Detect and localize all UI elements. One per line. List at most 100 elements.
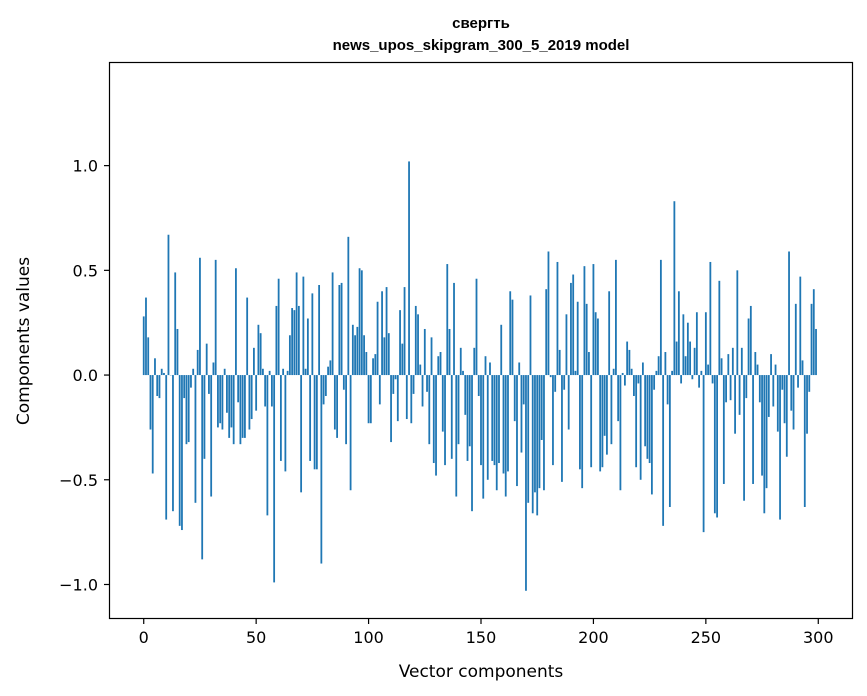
bar	[302, 276, 305, 376]
bar	[471, 375, 473, 512]
x-tick-label: 100	[353, 628, 384, 647]
bar	[558, 349, 561, 376]
bar	[662, 375, 665, 526]
bar	[563, 375, 566, 390]
bar	[235, 268, 237, 376]
bar	[311, 293, 314, 376]
bar	[205, 343, 208, 376]
bar	[226, 375, 228, 413]
bar	[401, 343, 404, 376]
bar	[576, 301, 579, 376]
bar	[160, 368, 163, 376]
bar	[192, 368, 195, 376]
bar	[545, 289, 548, 376]
bar	[367, 375, 370, 424]
bar	[363, 335, 365, 376]
bar	[304, 368, 307, 376]
bar	[601, 375, 604, 468]
bar	[677, 291, 680, 376]
bar	[498, 375, 500, 464]
bar	[772, 375, 775, 407]
bar	[237, 375, 240, 403]
bar	[486, 375, 489, 480]
bar	[145, 297, 147, 376]
bar	[430, 337, 433, 376]
bar	[228, 375, 231, 438]
bar	[797, 375, 799, 388]
bar	[277, 278, 280, 376]
bar	[142, 316, 145, 376]
bar	[349, 375, 352, 491]
bar	[232, 375, 235, 445]
bar	[403, 287, 406, 376]
bar	[421, 375, 424, 407]
bar	[680, 375, 683, 384]
bar	[743, 375, 745, 501]
chart-title: свергть	[452, 15, 510, 32]
bar	[223, 368, 226, 376]
bar	[244, 375, 246, 438]
bar	[306, 318, 309, 376]
bar	[707, 364, 709, 376]
bar	[253, 347, 255, 376]
bar	[671, 370, 674, 376]
bar	[158, 375, 161, 399]
bar	[291, 308, 294, 376]
plot-frame	[108, 61, 854, 620]
bar	[684, 356, 687, 376]
bar	[709, 261, 712, 376]
y-tick-label: −1.0	[59, 575, 98, 594]
bar	[262, 368, 264, 376]
bar	[567, 375, 570, 430]
bar	[666, 375, 669, 405]
bar	[812, 289, 815, 376]
x-tick-label: 300	[803, 628, 834, 647]
bar	[462, 370, 464, 376]
bar	[522, 375, 525, 405]
bar	[187, 375, 190, 443]
bar	[450, 375, 453, 459]
bar	[333, 375, 336, 430]
bar	[543, 375, 545, 491]
bar	[295, 272, 298, 376]
bar	[255, 375, 258, 411]
bar	[453, 282, 455, 376]
bar	[801, 360, 804, 376]
bar	[619, 375, 622, 491]
bar	[336, 375, 338, 438]
bar	[738, 375, 741, 415]
bar	[279, 375, 282, 461]
bar	[439, 352, 442, 376]
bar	[765, 375, 768, 489]
bar	[444, 375, 446, 466]
bar	[520, 375, 523, 453]
bar	[495, 375, 498, 491]
bar	[646, 375, 649, 459]
bar	[547, 251, 550, 376]
bar	[767, 375, 770, 417]
bar	[686, 322, 689, 376]
bar	[745, 375, 748, 399]
bar	[475, 278, 478, 376]
bar	[342, 375, 345, 390]
bar	[552, 375, 554, 466]
bar	[799, 276, 802, 376]
bar	[208, 375, 210, 394]
bar	[806, 375, 808, 434]
bar	[151, 375, 154, 474]
bar	[459, 347, 462, 376]
bar	[340, 282, 343, 376]
bar	[408, 161, 410, 376]
x-tick-label: 50	[246, 628, 266, 647]
bar	[394, 375, 397, 380]
bar	[538, 375, 541, 489]
bar	[356, 326, 359, 376]
bar	[779, 375, 781, 520]
bar	[549, 375, 552, 378]
bar	[165, 375, 168, 520]
bar	[214, 259, 217, 376]
bar	[731, 347, 734, 376]
bar	[149, 375, 152, 430]
bar	[219, 375, 222, 424]
